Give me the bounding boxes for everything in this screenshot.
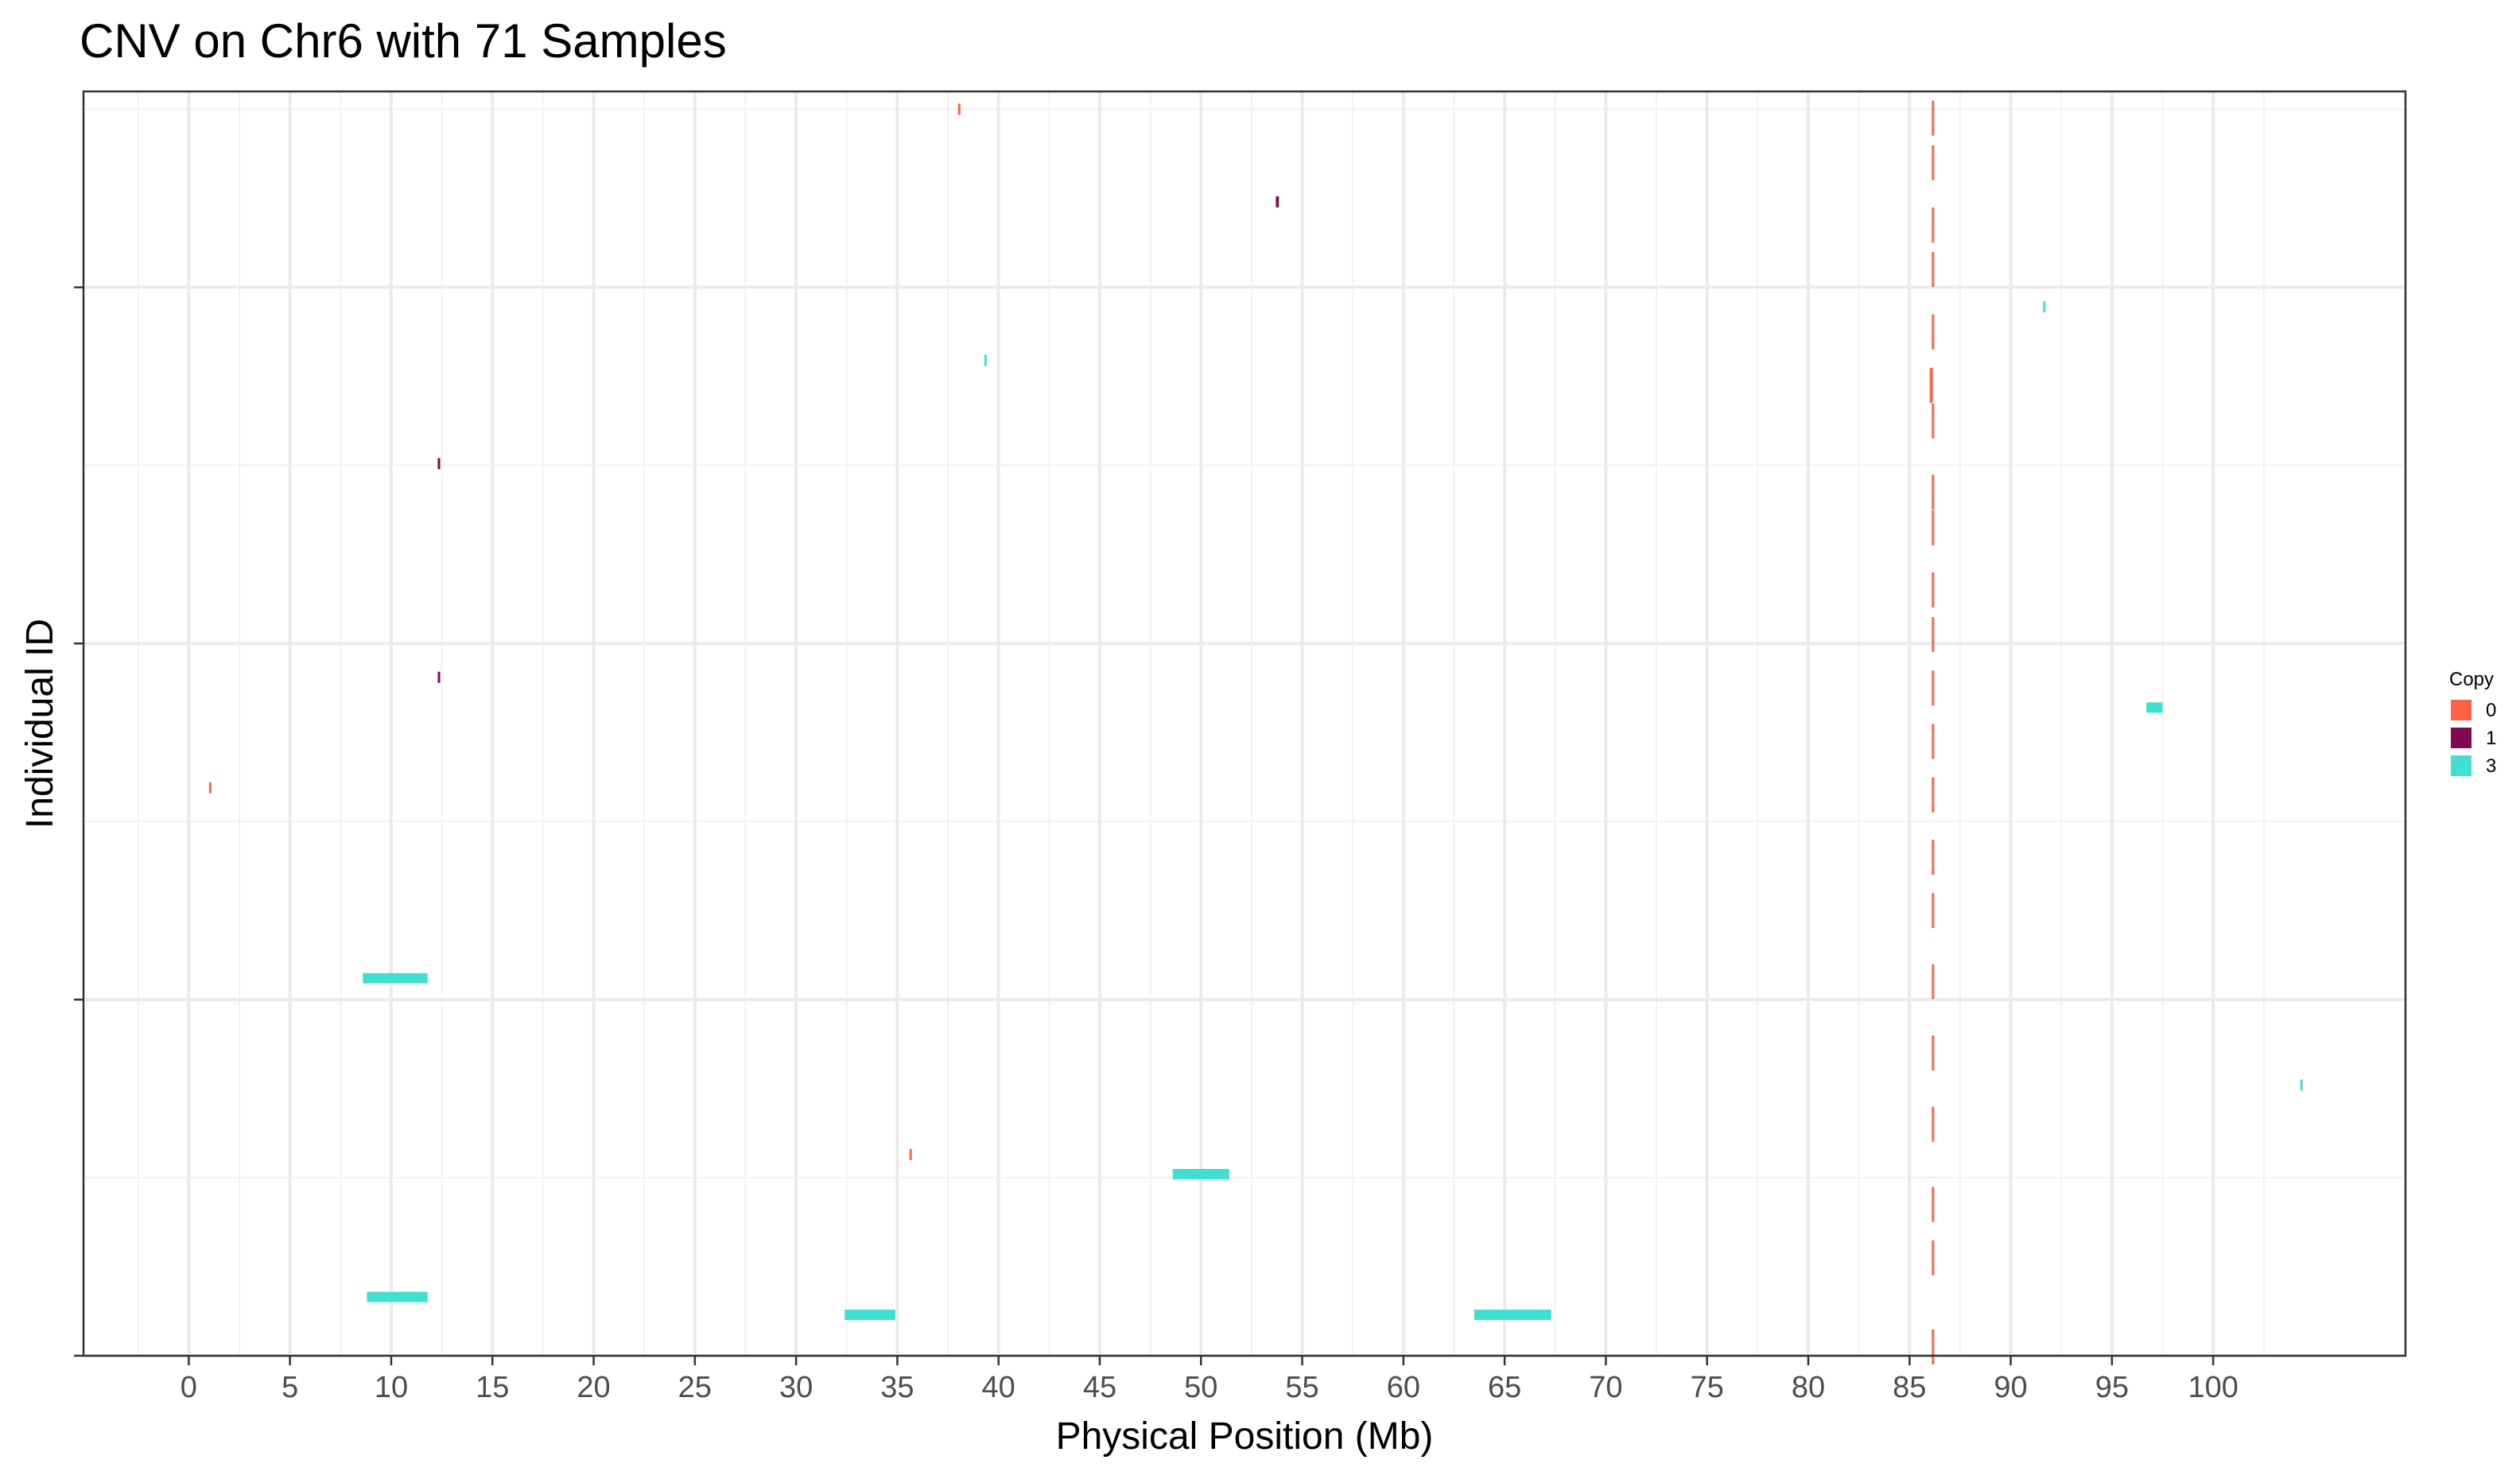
x-tick-label: 15: [476, 1371, 509, 1404]
cnv-segment-copy-0: [1932, 670, 1935, 706]
legend-key-1: [2451, 728, 2471, 748]
cnv-segment-copy-1: [437, 671, 441, 683]
x-tick-label: 75: [1691, 1371, 1724, 1404]
y-axis: [74, 286, 83, 1357]
x-tick-label: 5: [282, 1371, 298, 1404]
cnv-segment-copy-1: [1276, 196, 1279, 208]
cnv-segment-copy-3: [2043, 301, 2046, 312]
cnv-segment-copy-3: [1474, 1309, 1551, 1320]
x-axis-title: Physical Position (Mb): [1056, 1415, 1434, 1458]
cnv-segment-copy-0: [1932, 145, 1935, 181]
cnv-segment-copy-0: [1932, 893, 1935, 929]
x-tick-label: 20: [577, 1371, 610, 1404]
x-axis: 0 5 10 15 20 25 30 35 40 45 50 55 60 65 70 75 80 85 90 95 10…: [181, 1356, 2238, 1404]
cnv-segment-copy-1: [437, 458, 441, 470]
cnv-segment-copy-3: [367, 1291, 428, 1302]
x-tick-label: 25: [678, 1371, 712, 1404]
cnv-segment-copy-0: [1932, 251, 1935, 287]
cnv-segment-copy-0: [1932, 573, 1935, 608]
cnv-segment-copy-0: [1932, 964, 1935, 1000]
x-tick-label: 45: [1083, 1371, 1116, 1404]
cnv-segment-copy-3: [1172, 1169, 1229, 1180]
cnv-segment-copy-0: [1932, 777, 1935, 813]
cnv-segment-copy-0: [1932, 314, 1935, 350]
x-tick-label: 70: [1589, 1371, 1622, 1404]
y-axis-title: Individual ID: [19, 619, 61, 829]
cnv-segment-copy-3: [2146, 702, 2163, 713]
cnv-segment-copy-3: [984, 355, 987, 367]
cnv-segment-copy-0: [1932, 207, 1935, 243]
x-tick-label: 55: [1285, 1371, 1318, 1404]
cnv-segment-copy-0: [208, 782, 212, 794]
grid-major: [83, 91, 2405, 1357]
x-tick-label: 85: [1893, 1371, 1926, 1404]
cnv-segment-copy-0: [1932, 403, 1935, 439]
cnv-segment-copy-0: [1929, 367, 1933, 403]
grid-minor: [83, 91, 2405, 1356]
cnv-segment-copy-0: [957, 103, 961, 115]
x-tick-label: 0: [181, 1371, 197, 1404]
cnv-segment-copy-3: [845, 1309, 895, 1320]
legend: Copy 0 1 3: [2449, 669, 2496, 777]
x-tick-label: 30: [779, 1371, 813, 1404]
cnv-segment-copy-0: [909, 1148, 912, 1160]
cnv-segment-copy-0: [1932, 510, 1935, 545]
x-tick-label: 50: [1184, 1371, 1217, 1404]
legend-label-1: 1: [2486, 728, 2496, 749]
cnv-segment-copy-0: [1932, 1186, 1935, 1222]
chart-title: CNV on Chr6 with 71 Samples: [80, 14, 727, 68]
cnv-segments: [208, 100, 2303, 1364]
x-tick-label: 100: [2188, 1371, 2238, 1404]
cnv-segment-copy-0: [1932, 1035, 1935, 1071]
x-tick-label: 95: [2095, 1371, 2129, 1404]
legend-key-3: [2451, 755, 2471, 776]
cnv-segment-copy-3: [2300, 1079, 2303, 1091]
x-tick-label: 65: [1488, 1371, 1521, 1404]
legend-label-0: 0: [2486, 700, 2496, 721]
cnv-segment-copy-0: [1932, 1240, 1935, 1275]
plot-panel-border: [82, 90, 2407, 1357]
cnv-segment-copy-0: [1932, 1329, 1935, 1364]
cnv-segment-copy-0: [1932, 474, 1935, 510]
x-tick-label: 35: [880, 1371, 914, 1404]
x-tick-label: 90: [1994, 1371, 2027, 1404]
x-tick-label: 10: [375, 1371, 408, 1404]
cnv-segment-copy-0: [1932, 1106, 1935, 1142]
cnv-segment-copy-0: [1932, 724, 1935, 759]
cnv-segment-copy-0: [1932, 839, 1935, 875]
cnv-segment-copy-3: [363, 972, 428, 984]
x-tick-label: 40: [982, 1371, 1015, 1404]
cnv-segment-copy-0: [1932, 617, 1935, 653]
cnv-segment-copy-0: [1932, 100, 1935, 136]
legend-label-3: 3: [2486, 755, 2496, 777]
legend-key-0: [2451, 700, 2471, 720]
legend-title: Copy: [2449, 669, 2494, 690]
plot-background: [83, 91, 2405, 1356]
x-tick-label: 60: [1387, 1371, 1420, 1404]
x-tick-label: 80: [1792, 1371, 1825, 1404]
